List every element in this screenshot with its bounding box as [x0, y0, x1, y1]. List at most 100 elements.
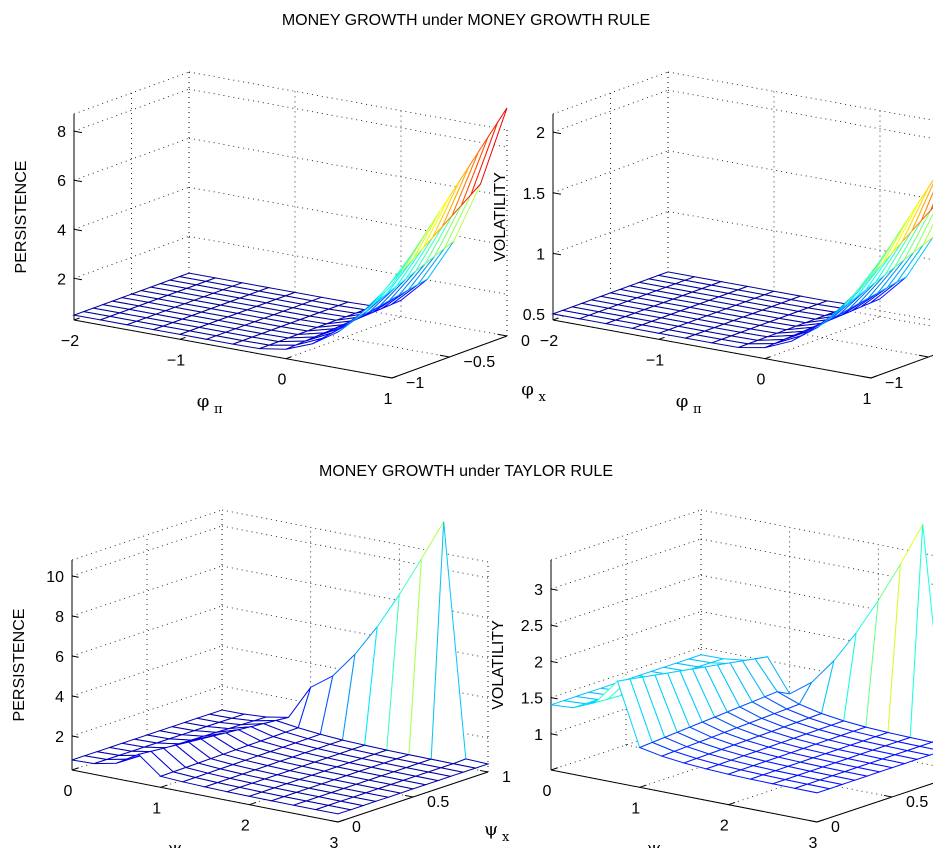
- y-tick: [404, 794, 414, 798]
- x-axis-label-sub: π: [214, 402, 223, 417]
- section-title-top: MONEY GROWTH under MONEY GROWTH RULE: [282, 12, 650, 29]
- y-tick-label: 0: [352, 819, 361, 836]
- x-tick-label: 0: [757, 372, 766, 389]
- z-tick: [552, 131, 562, 135]
- z-tick-label: 2: [536, 125, 545, 142]
- z-tick-label: 2: [55, 729, 64, 746]
- y-axis-label-sub: x: [502, 830, 510, 845]
- y-tick: [497, 333, 508, 337]
- floor-grid-x: [285, 316, 402, 360]
- z-tick-label: 8: [55, 609, 64, 626]
- x-axis: [71, 769, 339, 823]
- z-tick-label: 1: [534, 727, 543, 744]
- x-axis: [552, 319, 872, 379]
- floor-grid-x: [870, 354, 933, 379]
- x-tick-label: 3: [809, 835, 818, 848]
- x-tick: [816, 819, 824, 823]
- sidewall-grid-z: [73, 88, 190, 132]
- x-tick: [550, 767, 558, 771]
- box-edge: [221, 509, 489, 563]
- y-tick: [861, 375, 872, 379]
- x-tick: [285, 356, 292, 360]
- box-edge: [667, 71, 933, 121]
- x-tick: [160, 784, 168, 788]
- sidewall-grid-z: [550, 538, 702, 590]
- sidewall-grid-z: [550, 574, 702, 626]
- z-tick-label: 2: [534, 654, 543, 671]
- x-tick: [639, 784, 647, 788]
- z-tick: [73, 228, 83, 232]
- y-axis-label: ψ: [484, 819, 498, 840]
- surface-cell: [917, 741, 933, 750]
- box-edge: [71, 509, 223, 561]
- x-axis: [73, 319, 393, 379]
- y-tick: [918, 354, 929, 358]
- z-tick-label: 4: [57, 222, 66, 239]
- y-tick-label: 0.5: [427, 794, 449, 811]
- sidewall-grid-z: [73, 235, 190, 279]
- x-tick-label: 0: [64, 783, 73, 800]
- x-tick-label: 1: [863, 391, 872, 408]
- x-tick-label: 1: [152, 800, 161, 817]
- z-tick: [71, 655, 79, 658]
- x-axis-label-sub: π: [693, 402, 702, 417]
- backwall-grid-z: [667, 150, 933, 200]
- y-axis-label: φ: [521, 379, 534, 400]
- y-tick-label: −1: [885, 375, 903, 392]
- z-axis-label: PERSISTENCE: [13, 161, 30, 274]
- x-tick: [249, 801, 257, 806]
- y-tick-label: 0.5: [906, 794, 928, 811]
- x-axis: [550, 769, 818, 823]
- z-tick: [550, 660, 558, 664]
- y-tick: [808, 819, 818, 823]
- z-tick: [71, 615, 79, 618]
- surface-cell: [365, 269, 403, 313]
- y-tick: [439, 354, 450, 358]
- x-axis-label: φ: [197, 391, 210, 412]
- box-edge: [552, 71, 669, 115]
- x-tick-label: 3: [330, 835, 339, 848]
- z-tick: [71, 735, 79, 738]
- x-axis-label: ψ: [647, 838, 661, 848]
- y-axis-label-sub: x: [539, 390, 547, 405]
- sidewall-grid-z: [71, 525, 223, 577]
- z-tick: [552, 252, 562, 256]
- x-tick: [658, 336, 665, 340]
- z-tick-label: 3: [534, 582, 543, 599]
- x-tick-label: 2: [720, 818, 729, 835]
- sidewall-grid-z: [552, 210, 669, 254]
- x-tick: [71, 767, 79, 771]
- x-tick-label: 2: [241, 818, 250, 835]
- sidewall-grid-z: [73, 186, 190, 230]
- z-tick-label: 1: [536, 246, 545, 263]
- box-edge: [550, 509, 702, 561]
- x-tick-label: 1: [631, 800, 640, 817]
- box-edge: [188, 71, 508, 131]
- plot-volatility-money-rule: −2−101−1−0.500.511.52VOLATILITYφπφx: [492, 71, 933, 417]
- z-axis-label: VOLATILITY: [492, 172, 509, 262]
- y-tick-label: 1: [502, 769, 511, 786]
- sidewall-grid-z: [552, 89, 669, 133]
- x-tick-label: 0: [278, 372, 287, 389]
- z-tick: [71, 695, 79, 698]
- z-tick-label: 6: [57, 173, 66, 190]
- surface-cell: [313, 804, 353, 815]
- z-tick: [73, 130, 83, 134]
- z-tick: [73, 277, 83, 281]
- sidewall-grid-z: [73, 137, 190, 181]
- z-tick-label: 1.5: [521, 691, 543, 708]
- y-tick: [883, 794, 893, 798]
- z-tick: [550, 733, 558, 736]
- x-axis-label: ψ: [168, 838, 182, 848]
- backwall-grid-z: [188, 88, 508, 148]
- z-tick: [71, 575, 79, 578]
- x-tick-label: −1: [167, 352, 185, 369]
- floor-grid-x: [764, 316, 881, 360]
- z-tick: [552, 192, 562, 195]
- sidewall-grid-z: [71, 565, 223, 617]
- z-tick: [550, 697, 558, 700]
- sidewall-grid-z: [71, 645, 223, 697]
- backwall-grid-z: [667, 89, 933, 139]
